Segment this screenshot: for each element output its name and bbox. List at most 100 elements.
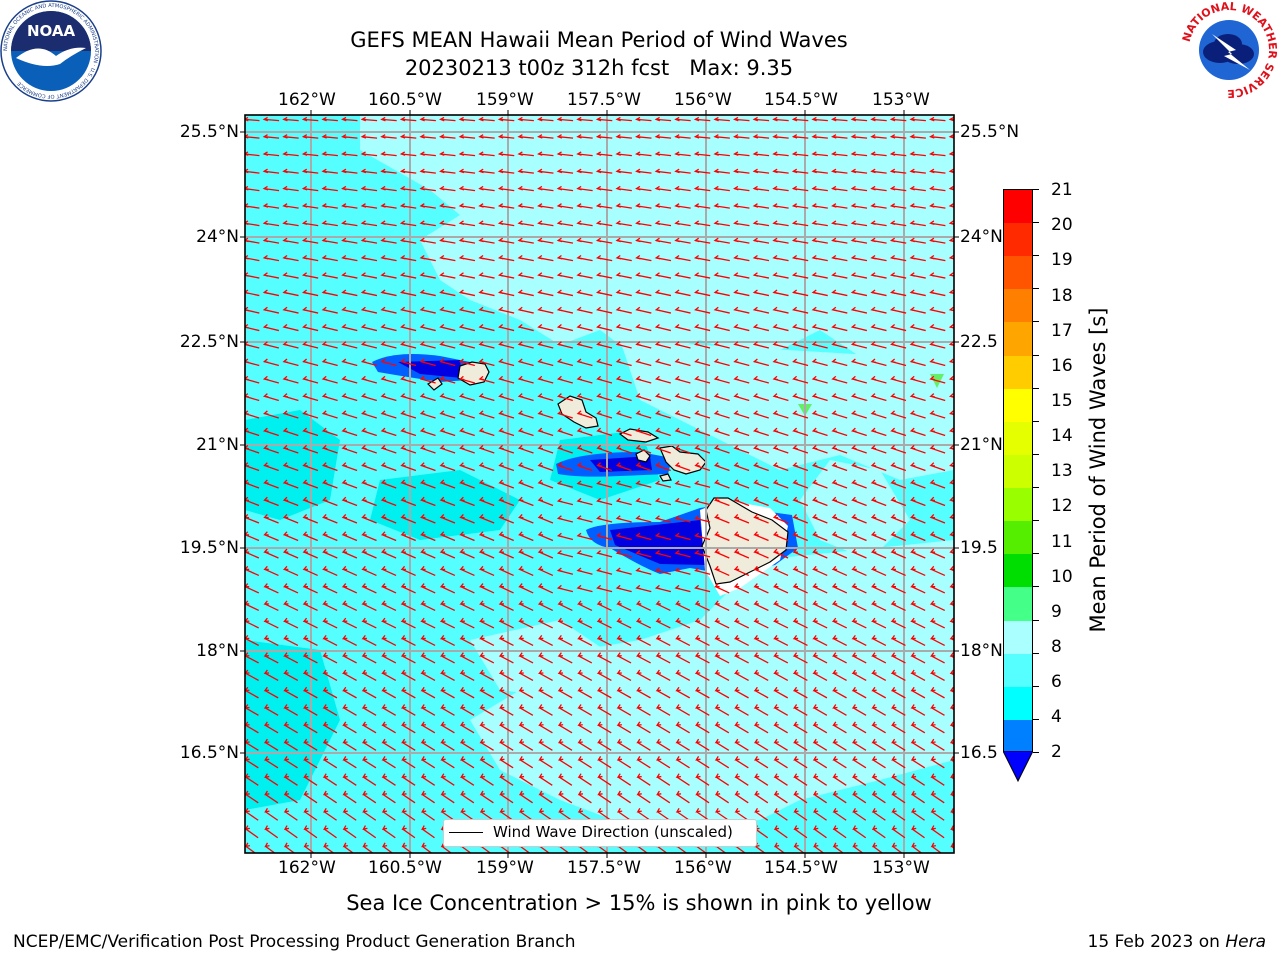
- wave-arrowhead: [381, 756, 387, 761]
- wave-arrow: [598, 793, 612, 804]
- wave-arrow: [656, 638, 671, 646]
- wave-arrowhead: [811, 151, 817, 156]
- wave-arrow: [833, 828, 847, 839]
- wave-arrowhead: [419, 289, 426, 294]
- wave-arrowhead: [889, 185, 896, 191]
- wave-arrowhead: [754, 773, 760, 778]
- wave-arrowhead: [282, 185, 288, 191]
- wave-arrow: [853, 828, 867, 839]
- colorbar-tick-mark: [1033, 255, 1039, 257]
- wave-arrow: [715, 586, 730, 594]
- wave-arrow: [715, 689, 730, 699]
- wave-arrowhead: [400, 669, 407, 674]
- wave-arrowhead: [420, 790, 427, 796]
- wave-arrowhead: [792, 427, 798, 433]
- wave-arrow: [598, 724, 612, 734]
- wave-arrowhead: [655, 669, 662, 674]
- wave-arrowhead: [910, 531, 916, 536]
- wave-arrow: [499, 689, 514, 699]
- wave-arrowhead: [245, 462, 249, 467]
- wave-arrowhead: [439, 427, 445, 433]
- wave-arrowhead: [576, 515, 582, 520]
- wave-arrow: [480, 620, 495, 629]
- wave-arrowhead: [303, 721, 309, 726]
- wave-arrow: [675, 118, 691, 122]
- wave-arrow: [813, 620, 828, 629]
- wave-arrowhead: [498, 583, 504, 588]
- lat-label-right: 22.5: [960, 332, 998, 352]
- wave-arrow: [911, 638, 926, 646]
- wave-arrowhead: [361, 479, 367, 484]
- wave-arrowhead: [851, 652, 857, 657]
- wave-arrowhead: [714, 565, 720, 571]
- wave-arrowhead: [753, 514, 759, 519]
- wave-arrowhead: [360, 116, 367, 122]
- wave-arrowhead: [262, 203, 269, 208]
- wave-arrow: [773, 516, 789, 524]
- wave-arrowhead: [399, 151, 406, 156]
- wave-arrowhead: [831, 254, 837, 260]
- wave-arrow: [245, 516, 260, 524]
- wave-arrow: [441, 776, 455, 786]
- wave-arrowhead: [615, 185, 621, 191]
- wave-arrowhead: [264, 790, 270, 796]
- wave-arrowhead: [302, 686, 309, 692]
- wave-arrowhead: [693, 272, 700, 277]
- wave-arrow: [676, 655, 691, 664]
- wave-arrowhead: [361, 444, 367, 450]
- wave-arrow: [891, 499, 907, 507]
- wave-arrowhead: [380, 341, 386, 346]
- wave-arrowhead: [341, 254, 347, 260]
- wave-arrow: [774, 568, 789, 577]
- wave-arrowhead: [556, 550, 563, 555]
- wave-arrow: [539, 811, 553, 821]
- wave-arrow: [833, 672, 847, 681]
- wave-arrowhead: [811, 341, 818, 346]
- legend-label: Wind Wave Direction (unscaled): [493, 823, 733, 841]
- lat-label-right: 19.5: [960, 538, 998, 558]
- wave-arrowhead: [498, 496, 504, 502]
- wave-arrowhead: [263, 738, 270, 744]
- wave-arrow: [754, 707, 769, 716]
- wave-arrowhead: [714, 756, 721, 761]
- wave-arrow: [872, 586, 887, 594]
- wave-arrow: [421, 499, 436, 507]
- wave-arrowhead: [871, 686, 877, 692]
- wave-arrow: [695, 603, 710, 612]
- wave-arrowhead: [556, 410, 563, 415]
- wave-arrowhead: [479, 807, 486, 813]
- wave-arrow: [715, 551, 730, 559]
- wave-arrow: [342, 534, 358, 542]
- wave-arrowhead: [283, 704, 289, 709]
- wave-arrow: [754, 776, 769, 786]
- wave-arrow: [323, 482, 338, 489]
- wave-arrowhead: [576, 532, 582, 538]
- wave-arrowhead: [714, 531, 720, 536]
- wave-arrowhead: [342, 686, 348, 692]
- wave-arrowhead: [381, 773, 387, 778]
- wave-arrowhead: [693, 220, 700, 225]
- wave-arrowhead: [752, 237, 759, 243]
- wave-arrowhead: [419, 306, 426, 312]
- wave-arrowhead: [930, 756, 936, 761]
- wave-arrowhead: [889, 254, 896, 260]
- wave-arrow: [734, 551, 750, 559]
- wave-arrow: [930, 118, 946, 122]
- wave-arrowhead: [263, 600, 269, 605]
- wave-arrow: [264, 655, 279, 664]
- wave-arrow: [401, 620, 416, 629]
- wave-arrowhead: [635, 584, 641, 590]
- wave-arrow: [774, 655, 789, 664]
- wave-arrow: [519, 568, 534, 577]
- wave-arrow: [479, 516, 495, 524]
- wave-arrowhead: [517, 272, 524, 277]
- wave-arrow: [636, 603, 652, 612]
- wave-arrowhead: [615, 341, 622, 346]
- wave-arrow: [245, 586, 260, 594]
- wave-arrowhead: [401, 738, 407, 744]
- wave-arrowhead: [812, 548, 818, 553]
- wave-arrow: [676, 845, 688, 853]
- wave-arrow: [362, 741, 377, 751]
- wave-arrowhead: [321, 151, 327, 156]
- wave-arrowhead: [479, 686, 485, 692]
